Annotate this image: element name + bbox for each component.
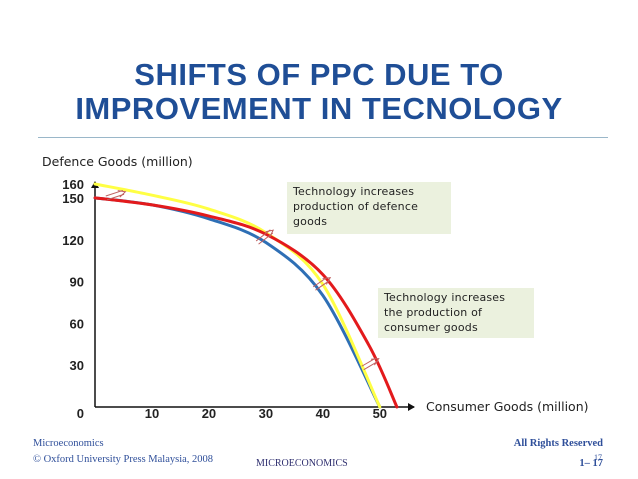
consumer-tech-ppc-curve <box>93 196 399 409</box>
footer-rights: All Rights Reserved <box>513 438 603 449</box>
y-tick-label: 120 <box>62 233 84 248</box>
ppc-curves <box>93 182 399 409</box>
y-tick-label: 30 <box>70 358 84 373</box>
callout-consumer-line-3: consumer goods <box>384 321 478 334</box>
title-divider <box>38 137 608 138</box>
x-tick-label: 30 <box>259 406 273 421</box>
callout-consumer-technology: Technology increases the production of c… <box>378 288 534 338</box>
shift-arrow <box>255 229 275 245</box>
footer-center-title: MICROECONOMICS <box>256 458 348 469</box>
y-axis-label: Defence Goods (million) <box>42 154 193 169</box>
x-axis-label: Consumer Goods (million) <box>426 399 589 414</box>
x-tick-label: 10 <box>145 406 159 421</box>
shift-arrows <box>105 189 380 371</box>
x-tick-label: 40 <box>316 406 330 421</box>
callout-defence-line-2: production of defence <box>293 200 419 213</box>
shift-arrow <box>361 357 380 371</box>
x-tick-label: 50 <box>373 406 387 421</box>
callout-defence-line-1: Technology increases <box>293 185 415 198</box>
callout-consumer-line-2: the production of <box>384 306 483 319</box>
y-tick-label: 60 <box>70 316 84 331</box>
y-tick-label: 160 <box>62 177 84 192</box>
y-tick-label: 150 <box>62 191 84 206</box>
callout-consumer-line-1: Technology increases <box>384 291 506 304</box>
defence-tech-ppc-curve <box>93 182 382 409</box>
x-tick-label: 20 <box>202 406 216 421</box>
origin-label: 0 <box>77 406 84 421</box>
title-line-1: SHIFTS OF PPC DUE TO <box>134 57 504 92</box>
footer-page-small: 17 <box>594 453 602 462</box>
shift-arrow <box>312 276 332 291</box>
footer-copyright: © Oxford University Press Malaysia, 2008 <box>33 454 214 465</box>
footer-course: Microeconomics <box>33 438 104 449</box>
callout-defence-technology: Technology increases production of defen… <box>287 182 451 234</box>
footer-page-number: 1– 17 <box>579 458 603 469</box>
shift-arrow <box>105 189 127 201</box>
title-line-2: IMPROVEMENT IN TECNOLOGY <box>75 91 563 126</box>
y-tick-label: 90 <box>70 275 84 290</box>
callout-defence-line-3: goods <box>293 215 328 228</box>
slide-title: SHIFTS OF PPC DUE TO IMPROVEMENT IN TECN… <box>0 58 638 126</box>
